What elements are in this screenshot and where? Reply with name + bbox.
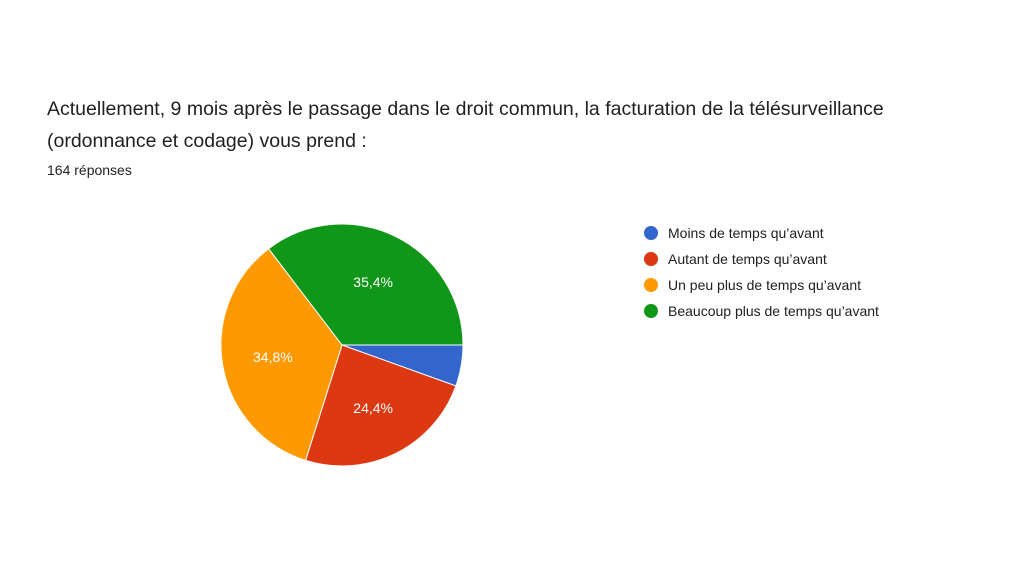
legend-item-un-peu-plus[interactable]: Un peu plus de temps qu’avant xyxy=(644,272,879,298)
legend-label: Moins de temps qu’avant xyxy=(668,225,824,241)
legend-label: Autant de temps qu’avant xyxy=(668,251,827,267)
pie-slice-un-peu-plus[interactable] xyxy=(220,248,343,462)
pie-slice-autant[interactable] xyxy=(304,344,457,467)
legend-swatch xyxy=(644,252,658,266)
legend-swatch xyxy=(644,226,658,240)
legend-item-autant[interactable]: Autant de temps qu’avant xyxy=(644,246,879,272)
legend-item-moins[interactable]: Moins de temps qu’avant xyxy=(644,220,879,246)
legend-label: Un peu plus de temps qu’avant xyxy=(668,277,862,293)
pie-data-label-beaucoup-plus: 35,4% xyxy=(353,274,393,290)
legend-swatch xyxy=(644,304,658,318)
pie-data-label-un-peu-plus: 34,8% xyxy=(253,349,293,365)
question-title: Actuellement, 9 mois après le passage da… xyxy=(47,98,884,152)
legend-swatch xyxy=(644,278,658,292)
response-count: 164 réponses xyxy=(47,162,132,178)
chart-legend: Moins de temps qu’avant Autant de temps q… xyxy=(644,220,879,324)
pie-slice-beaucoup-plus[interactable] xyxy=(267,223,464,346)
pie-data-label-autant: 24,4% xyxy=(353,400,393,416)
legend-item-beaucoup-plus[interactable]: Beaucoup plus de temps qu’avant xyxy=(644,298,879,324)
legend-label: Beaucoup plus de temps qu’avant xyxy=(668,303,879,319)
